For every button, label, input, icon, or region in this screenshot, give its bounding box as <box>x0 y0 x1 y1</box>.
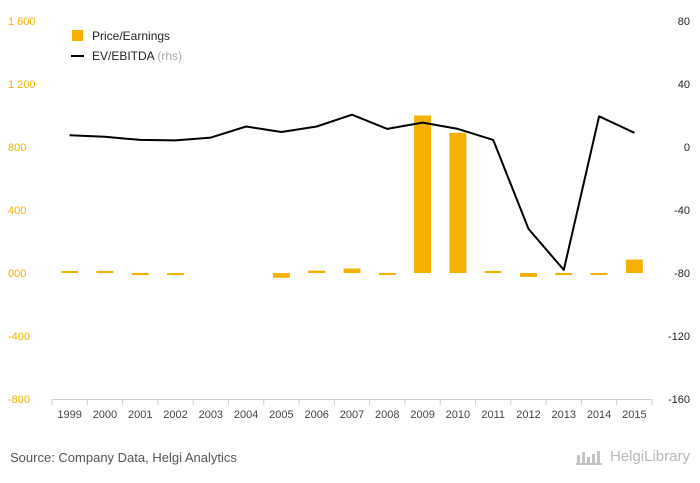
bar-2006 <box>308 270 326 273</box>
x-tick-label: 2015 <box>622 409 646 421</box>
bar-2007 <box>343 268 361 273</box>
bar-2000 <box>96 271 114 273</box>
legend-label-ev-ebitda: EV/EBITDA (rhs) <box>92 49 182 63</box>
y-right-tick-label: -120 <box>668 331 690 343</box>
legend-label-price-earnings: Price/Earnings <box>92 29 170 43</box>
bar-2013 <box>555 273 573 275</box>
y-left-tick-label: 400 <box>8 205 26 217</box>
x-tick-label: 2011 <box>481 409 505 421</box>
y-left-tick-label: -800 <box>8 394 30 406</box>
x-tick-label: 2000 <box>93 409 117 421</box>
bar-2005 <box>272 273 290 278</box>
x-tick-label: 2012 <box>516 409 540 421</box>
x-tick-label: 2004 <box>234 409 258 421</box>
y-right-tick-label: 40 <box>678 79 690 91</box>
legend-swatch-price-earnings <box>72 30 83 41</box>
y-left-tick-label: -400 <box>8 331 30 343</box>
bar-1999 <box>61 271 79 273</box>
bar-2008 <box>378 273 396 275</box>
x-tick-label: 2001 <box>128 409 152 421</box>
y-right-tick-label: 80 <box>678 16 690 28</box>
x-tick-label: 2005 <box>269 409 293 421</box>
x-tick-label: 2008 <box>375 409 399 421</box>
y-left-tick-label: 000 <box>8 268 26 280</box>
y-right-tick-label: -160 <box>668 394 690 406</box>
y-right-tick-label: -80 <box>674 268 690 280</box>
y-left-tick-label: 1 600 <box>8 16 36 28</box>
x-tick-label: 2002 <box>163 409 187 421</box>
bar-2002 <box>167 273 184 275</box>
x-tick-label: 2014 <box>587 409 611 421</box>
x-tick-label: 2010 <box>446 409 470 421</box>
x-tick-label: 1999 <box>57 409 81 421</box>
x-tick-label: 2003 <box>199 409 223 421</box>
axes <box>51 399 653 405</box>
x-tick-label: 2006 <box>304 409 328 421</box>
bar-2011 <box>484 271 502 273</box>
bar-2010 <box>449 132 467 273</box>
bar-2009 <box>414 115 432 273</box>
y-left-tick-label: 1 200 <box>8 79 36 91</box>
y-left-tick-label: 800 <box>8 142 26 154</box>
bars-price-earnings <box>61 115 643 278</box>
bar-2014 <box>590 273 608 275</box>
y-right-tick-label: -40 <box>674 205 690 217</box>
legend-note-rhs: (rhs) <box>157 49 182 63</box>
x-tick-label: 2007 <box>340 409 364 421</box>
y-right-tick-label: 0 <box>684 142 690 154</box>
x-tick-label: 2013 <box>552 409 576 421</box>
x-tick-label: 2009 <box>410 409 434 421</box>
bar-2012 <box>520 273 537 277</box>
source-note: Source: Company Data, Helgi Analytics <box>10 450 237 465</box>
library-icon <box>575 450 602 465</box>
bar-2001 <box>131 273 149 275</box>
legend: Price/Earnings EV/EBITDA (rhs) <box>71 29 182 63</box>
helgi-library-logo[interactable]: HelgiLibrary <box>575 448 690 465</box>
line-ev-ebitda <box>69 113 635 271</box>
series-line-ev-ebitda <box>69 113 635 271</box>
bar-2015 <box>625 259 643 273</box>
brand-name: HelgiLibrary <box>609 448 690 465</box>
